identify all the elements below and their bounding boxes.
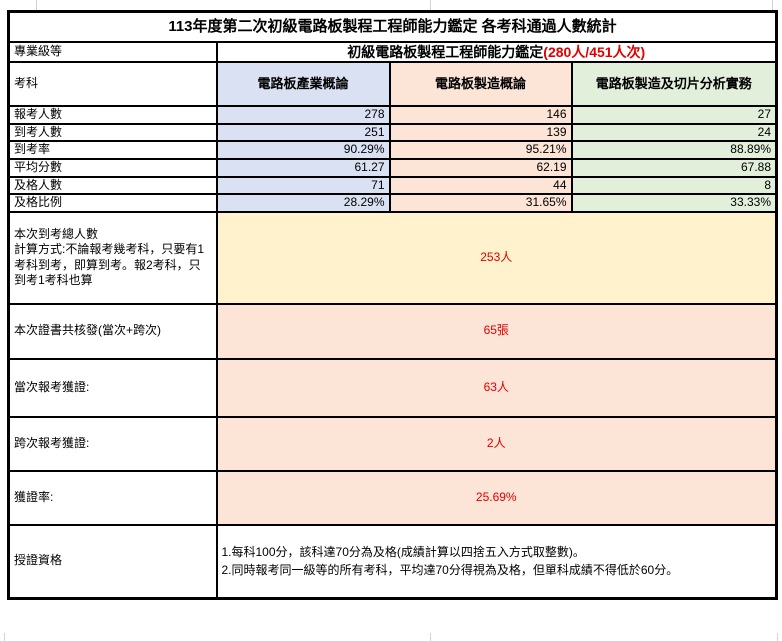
- stat-value: 95.21%: [388, 140, 573, 160]
- gridline: [4, 633, 5, 641]
- qualification-note-1: 1.每科100分，該科達70分為及格(成績計算以四捨五入方式取整數)。: [221, 545, 585, 560]
- summary-value-certificates-issued: 65張: [215, 302, 778, 360]
- qualification-notes: 1.每科100分，該科達70分為及格(成績計算以四捨五入方式取整數)。 2.同時…: [215, 523, 778, 600]
- stat-value: 61.27: [215, 157, 391, 178]
- stat-value: 33.33%: [570, 193, 778, 213]
- stat-value: 88.89%: [570, 140, 778, 160]
- subject-header-3: 電路板製造及切片分析實務: [570, 61, 778, 108]
- gridline: [36, 0, 37, 10]
- stat-value: 67.88: [570, 157, 778, 178]
- summary-label-cross-session-certified: 跨次報考獲證:: [7, 415, 218, 472]
- table-row: 授證資格 1.每科100分，該科達70分為及格(成績計算以四捨五入方式取整數)。…: [7, 523, 778, 600]
- statistics-table: 113年度第二次初級電路板製程工程師能力鑑定 各考科通過人數統計 專業級等 初級…: [7, 10, 778, 600]
- table-row: 跨次報考獲證: 2人: [7, 415, 778, 472]
- stat-value: 251: [215, 122, 391, 143]
- stat-value: 27: [570, 105, 778, 125]
- summary-label-current-session-certified: 當次報考獲證:: [7, 357, 218, 418]
- subjects-label: 考科: [7, 61, 218, 108]
- stat-value: 62.19: [388, 157, 573, 178]
- stat-value: 24: [570, 122, 778, 143]
- table-row: 及格人數 71 44 8: [7, 175, 778, 196]
- stat-label-average-score: 平均分數: [7, 157, 218, 178]
- table-row: 及格比例 28.29% 31.65% 33.33%: [7, 193, 778, 213]
- qualification-note-2: 2.同時報考同一級等的所有考科，平均達70分得視為及格，但單科成績不得低於60分…: [221, 563, 679, 578]
- table-row: 平均分數 61.27 62.19 67.88: [7, 157, 778, 178]
- summary-value-total-attended: 253人: [215, 210, 778, 305]
- stat-label-attendance-rate: 到考率: [7, 140, 218, 160]
- gridline: [430, 633, 431, 641]
- summary-label-total-attended: 本次到考總人數 計算方式:不論報考幾考科，只要有1考科到考，即算到考。報2考科，…: [7, 210, 218, 305]
- stat-value: 8: [570, 175, 778, 196]
- table-row: 獲證率: 25.69%: [7, 469, 778, 526]
- gridline: [777, 633, 778, 641]
- level-value: 初級電路板製程工程師能力鑑定(280人/451人次): [215, 40, 778, 64]
- table-row: 報考人數 278 146 27: [7, 105, 778, 125]
- level-value-count: (280人/451人次): [543, 44, 646, 60]
- stat-value: 44: [388, 175, 573, 196]
- stat-label-pass-ratio: 及格比例: [7, 193, 218, 213]
- stat-label-attended: 到考人數: [7, 122, 218, 143]
- stat-value: 31.65%: [388, 193, 573, 213]
- table-row: 到考人數 251 139 24: [7, 122, 778, 143]
- table-row: 當次報考獲證: 63人: [7, 357, 778, 418]
- subject-header-1: 電路板產業概論: [215, 61, 391, 108]
- stat-label-passed-count: 及格人數: [7, 175, 218, 196]
- stat-value: 28.29%: [215, 193, 391, 213]
- level-label: 專業級等: [7, 40, 218, 64]
- summary-label-certificates-issued: 本次證書共核發(當次+跨次): [7, 302, 218, 360]
- gridline: [430, 0, 431, 10]
- table-row: 到考率 90.29% 95.21% 88.89%: [7, 140, 778, 160]
- level-value-name: 初級電路板製程工程師能力鑑定: [347, 44, 544, 60]
- table-row: 113年度第二次初級電路板製程工程師能力鑑定 各考科通過人數統計: [7, 10, 778, 43]
- table-row: 本次證書共核發(當次+跨次) 65張: [7, 302, 778, 360]
- qualification-label: 授證資格: [7, 523, 218, 600]
- subject-header-2: 電路板製造概論: [388, 61, 573, 108]
- table-row: 考科 電路板產業概論 電路板製造概論 電路板製造及切片分析實務: [7, 61, 778, 108]
- summary-value-current-session-certified: 63人: [215, 357, 778, 418]
- gridline: [772, 0, 773, 10]
- summary-value-cross-session-certified: 2人: [215, 415, 778, 472]
- summary-label-certification-rate: 獲證率:: [7, 469, 218, 526]
- stat-value: 139: [388, 122, 573, 143]
- table-row: 專業級等 初級電路板製程工程師能力鑑定(280人/451人次): [7, 40, 778, 64]
- stat-value: 71: [215, 175, 391, 196]
- stat-label-registered: 報考人數: [7, 105, 218, 125]
- page-title: 113年度第二次初級電路板製程工程師能力鑑定 各考科通過人數統計: [7, 10, 778, 43]
- stat-value: 146: [388, 105, 573, 125]
- stat-value: 90.29%: [215, 140, 391, 160]
- table-row: 本次到考總人數 計算方式:不論報考幾考科，只要有1考科到考，即算到考。報2考科，…: [7, 210, 778, 305]
- stat-value: 278: [215, 105, 391, 125]
- summary-value-certification-rate: 25.69%: [215, 469, 778, 526]
